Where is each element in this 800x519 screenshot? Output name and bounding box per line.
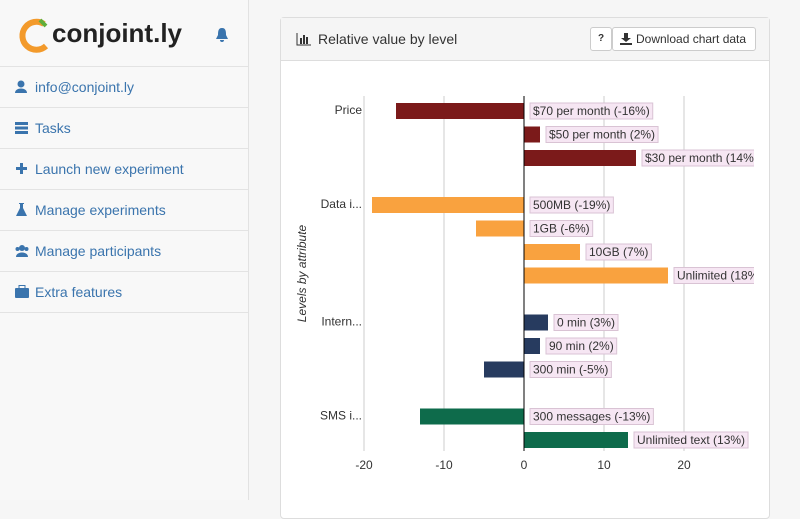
menu-icon: [15, 285, 29, 298]
menu-icon: [16, 203, 27, 216]
category-label: Data i...: [321, 197, 362, 211]
value-label: $70 per month (-16%): [529, 102, 654, 120]
axis-title: Levels by attribute: [295, 224, 309, 322]
value-label-box: [641, 149, 754, 167]
page: conjoint.ly info@conjoint.ly Tasks Launch …: [0, 0, 770, 519]
value-label-box: [529, 361, 612, 378]
x-tick-label: 20: [677, 458, 691, 472]
value-label-box: [529, 196, 614, 214]
bar: [476, 220, 524, 237]
value-label: 90 min (2%): [545, 337, 618, 355]
logo[interactable]: conjoint.ly: [0, 0, 248, 66]
bar: [420, 408, 524, 425]
menu-icon: [15, 80, 27, 93]
logo-icon: [19, 18, 49, 53]
menu-icon: [15, 245, 29, 257]
value-label: 300 min (-5%): [529, 361, 612, 378]
value-label: Unlimited (18%): [673, 267, 762, 284]
value-label-box: [529, 102, 654, 120]
menu-item[interactable]: Manage experiments: [0, 189, 248, 230]
value-label-text: $70 per month (-16%): [533, 104, 650, 118]
value-label-text: 1GB (-6%): [533, 222, 590, 236]
value-label-box: [673, 267, 754, 284]
value-label-text: $30 per month (14%): [645, 151, 758, 165]
help-button[interactable]: ?: [590, 27, 612, 51]
value-label-text: 300 messages (-13%): [533, 410, 650, 424]
bar: [396, 103, 524, 119]
bar: [484, 361, 524, 378]
value-label-text: 10GB (7%): [589, 245, 648, 259]
menu-icon: [16, 163, 27, 174]
category-label: SMS i...: [320, 409, 362, 423]
category-label: Price: [335, 103, 363, 117]
value-label-box: [585, 243, 652, 261]
x-tick-label: 0: [521, 458, 528, 472]
value-label: 500MB (-19%): [529, 196, 614, 214]
value-label-text: 90 min (2%): [549, 339, 614, 353]
bar: [524, 126, 540, 143]
x-tick-label: 10: [597, 458, 611, 472]
value-label: 1GB (-6%): [529, 220, 594, 237]
download-icon: [620, 33, 632, 45]
sidebar: conjoint.ly info@conjoint.ly Tasks Launch …: [0, 0, 249, 500]
menu-icon: [15, 122, 28, 134]
value-label-text: 0 min (3%): [557, 316, 615, 330]
menu-item[interactable]: info@conjoint.ly: [0, 66, 248, 107]
value-label-box: [545, 337, 618, 355]
menu-item[interactable]: Launch new experiment: [0, 148, 248, 189]
panel-title: Relative value by level: [318, 31, 458, 47]
value-label-text: 500MB (-19%): [533, 198, 610, 212]
menu-item[interactable]: Extra features: [0, 271, 248, 313]
value-label: $50 per month (2%): [545, 126, 659, 143]
category-label: Intern...: [321, 315, 362, 329]
bar: [524, 432, 628, 448]
menu-label: Manage experiments: [35, 202, 166, 218]
value-label: $30 per month (14%): [641, 149, 758, 167]
chart: $70 per month (-16%) $50 per month (2%) $3…: [295, 96, 762, 472]
value-label-text: Unlimited (18%): [677, 269, 762, 283]
value-label-box: [545, 126, 659, 143]
value-label-box: [553, 314, 619, 331]
bar: [372, 197, 524, 213]
menu-label: Launch new experiment: [35, 161, 184, 177]
logo-text: conjoint.ly: [52, 18, 182, 48]
menu-item[interactable]: Tasks: [0, 107, 248, 148]
value-label-box: [529, 408, 654, 425]
menu-label: Manage participants: [35, 243, 162, 259]
menu-item[interactable]: Manage participants: [0, 230, 248, 271]
value-label-box: [633, 431, 749, 449]
bar: [524, 314, 548, 331]
panel-header: Relative value by level ? Download chart…: [281, 18, 769, 61]
bar: [524, 244, 580, 260]
value-label-text: 300 min (-5%): [533, 363, 608, 377]
x-tick-label: -20: [355, 458, 373, 472]
bell-icon[interactable]: [214, 27, 230, 43]
value-label: 300 messages (-13%): [529, 408, 654, 425]
bar: [524, 150, 636, 166]
menu-label: info@conjoint.ly: [35, 79, 135, 95]
chart-panel: Relative value by level ? Download chart…: [280, 17, 770, 519]
bar: [524, 267, 668, 284]
x-tick-label: -10: [435, 458, 453, 472]
menu-label: Extra features: [35, 284, 123, 300]
value-label-text: $50 per month (2%): [549, 128, 655, 142]
chart-icon: [296, 33, 311, 46]
value-label-box: [529, 220, 594, 237]
download-label: Download chart data: [636, 32, 747, 46]
value-label: 0 min (3%): [553, 314, 619, 331]
download-button[interactable]: Download chart data: [612, 27, 756, 51]
menu-label: Tasks: [35, 120, 71, 136]
value-label: 10GB (7%): [585, 243, 652, 261]
bar: [524, 338, 540, 354]
value-label: Unlimited text (13%): [633, 431, 749, 449]
value-label-text: Unlimited text (13%): [637, 433, 745, 447]
